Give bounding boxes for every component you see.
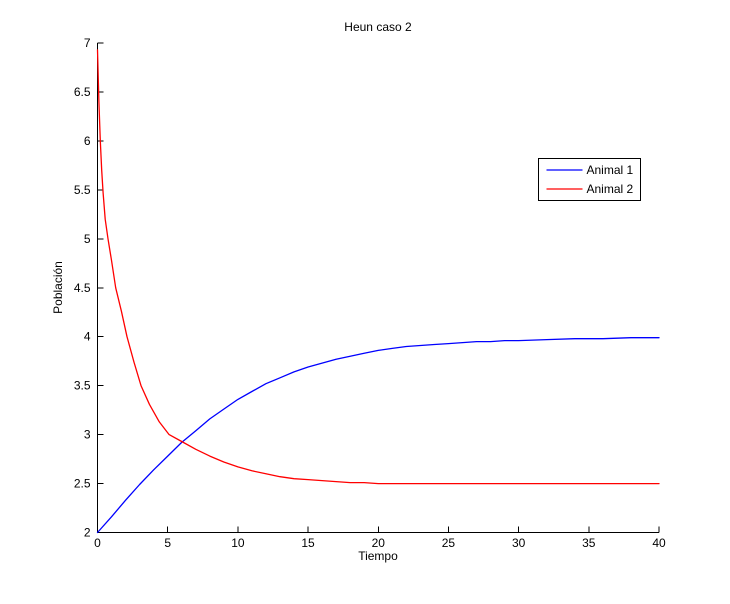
y-tick-label: 4.5 [74, 281, 91, 295]
y-tick-label: 6 [84, 134, 91, 148]
legend-box [538, 158, 641, 201]
x-tick-label: 15 [301, 536, 315, 550]
x-tick-label: 5 [164, 536, 171, 550]
x-tick-label: 25 [442, 536, 456, 550]
y-tick-label: 2.5 [74, 477, 91, 491]
x-tick-label: 0 [94, 536, 101, 550]
y-tick-label: 4 [84, 330, 91, 344]
y-tick-label: 5 [84, 232, 91, 246]
y-tick-label: 5.5 [74, 183, 91, 197]
x-axis-label: Tiempo [358, 549, 398, 563]
x-tick-label: 30 [512, 536, 526, 550]
x-axis-ticks: 0 5 10 15 20 25 30 35 40 [94, 526, 666, 550]
x-tick-label: 20 [372, 536, 386, 550]
x-tick-label: 35 [582, 536, 596, 550]
legend-entry-label: Animal 1 [587, 163, 634, 177]
legend-entry-label: Animal 2 [587, 182, 634, 196]
y-tick-label: 2 [84, 526, 91, 540]
y-tick-label: 6.5 [74, 85, 91, 99]
x-tick-label: 40 [652, 536, 666, 550]
series-lines [96, 49, 660, 534]
x-tick-label: 10 [231, 536, 245, 550]
legend: Animal 1 Animal 2 [538, 158, 641, 201]
series-line-animal-1 [96, 337, 660, 534]
y-tick-label: 3.5 [74, 379, 91, 393]
series-line-animal-2 [96, 49, 660, 485]
y-tick-label: 3 [84, 428, 91, 442]
y-tick-label: 7 [84, 36, 91, 50]
y-axis-label: Población [51, 261, 65, 314]
chart-title: Heun caso 2 [344, 20, 412, 34]
y-axis-ticks: 2 2.5 3 3.5 4 4.5 5 5.5 6 6.5 7 [74, 36, 104, 540]
